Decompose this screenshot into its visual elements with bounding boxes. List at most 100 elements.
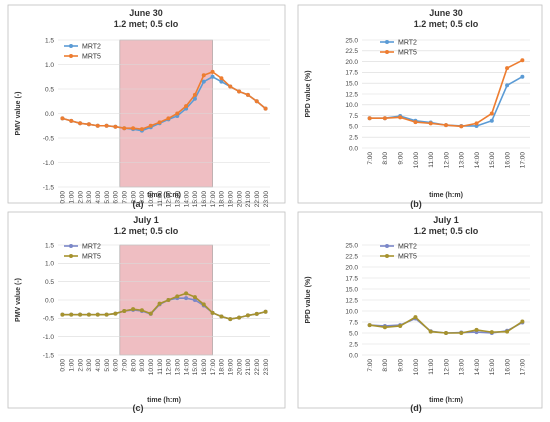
data-point-mrt5 (184, 104, 189, 109)
data-point-mrt5 (237, 89, 242, 94)
x-tick-label: 13:00 (459, 152, 466, 169)
x-tick-label: 9:00 (397, 359, 404, 372)
y-axis-title: PMV value (-) (15, 278, 22, 322)
x-tick-label: 4:00 (95, 191, 102, 204)
x-tick-label: 17:00 (520, 359, 527, 376)
data-point-mrt2 (219, 79, 224, 84)
data-point-mrt5 (166, 116, 171, 121)
data-point-mrt5 (122, 309, 127, 313)
chart-subtitle: 1.2 met; 0.5 clo (414, 19, 479, 29)
y-tick-label: -1.0 (43, 160, 55, 167)
data-point-mrt5 (157, 301, 162, 306)
x-tick-label: 1:00 (69, 191, 76, 204)
data-point-mrt2 (192, 96, 197, 101)
x-tick-label: 15:00 (489, 359, 496, 376)
y-tick-label: -0.5 (43, 316, 55, 323)
x-tick-label: 8:00 (382, 359, 389, 372)
x-tick-label: 23:00 (263, 191, 270, 208)
data-point-mrt5 (428, 121, 433, 126)
x-axis-title: time (h:m) (429, 192, 463, 199)
data-point-mrt5 (78, 121, 83, 126)
y-tick-label: 22.5 (345, 253, 358, 260)
data-point-mrt5 (367, 116, 372, 121)
y-tick-label: -1.0 (43, 334, 55, 341)
y-tick-label: 1.0 (45, 62, 54, 69)
data-point-mrt5 (86, 122, 91, 127)
data-point-mrt5 (413, 315, 418, 320)
x-tick-label: 0:00 (60, 359, 67, 372)
data-point-mrt5 (104, 312, 109, 317)
data-point-mrt5 (245, 313, 250, 318)
chart-title: July 1 (433, 215, 459, 225)
x-tick-label: 22:00 (254, 359, 261, 376)
y-tick-label: 25.0 (345, 37, 358, 44)
x-tick-label: 5:00 (104, 191, 111, 204)
data-point-mrt5 (413, 120, 418, 125)
panel-frame (297, 4, 543, 204)
data-point-mrt5 (489, 111, 494, 116)
data-point-mrt5 (398, 115, 403, 120)
x-tick-label: 12:00 (166, 359, 173, 376)
data-point-mrt5 (474, 327, 479, 332)
data-point-mrt5 (505, 329, 510, 334)
chart-subtitle: 1.2 met; 0.5 clo (114, 19, 179, 29)
x-tick-label: 10:00 (413, 152, 420, 169)
legend-marker (69, 44, 73, 48)
x-tick-label: 14:00 (474, 359, 481, 376)
x-tick-label: 11:00 (157, 359, 164, 375)
panel-caption-c: (c) (133, 403, 144, 413)
x-tick-label: 8:00 (130, 359, 137, 372)
x-tick-label: 15:00 (192, 191, 199, 208)
y-tick-label: 22.5 (345, 48, 358, 55)
chart-panel-c: July 11.2 met; 0.5 clo 1.5 1.0 0.5 0.0 -0.5 -1… (7, 211, 286, 409)
data-point-mrt5 (60, 116, 65, 121)
y-tick-label: 0.0 (349, 352, 358, 359)
data-point-mrt5 (444, 331, 448, 335)
x-tick-label: 7:00 (122, 191, 129, 204)
data-point-mrt5 (382, 116, 387, 121)
data-point-mrt5 (263, 106, 268, 111)
data-point-mrt5 (131, 126, 136, 131)
y-tick-label: 12.5 (345, 297, 358, 304)
x-tick-label: 6:00 (113, 359, 120, 372)
x-tick-label: 7:00 (122, 359, 129, 372)
data-point-mrt5 (148, 123, 153, 128)
data-point-mrt5 (166, 298, 171, 302)
data-point-mrt5 (131, 307, 136, 312)
y-tick-label: 12.5 (345, 91, 358, 98)
data-point-mrt5 (459, 124, 464, 129)
data-point-mrt5 (95, 123, 100, 128)
y-tick-label: -1.5 (43, 352, 55, 359)
y-tick-label: 10.0 (345, 102, 358, 109)
y-tick-label: 7.5 (349, 319, 358, 326)
y-tick-label: 2.5 (349, 135, 358, 142)
y-tick-label: 10.0 (345, 308, 358, 315)
x-tick-label: 7:00 (367, 359, 374, 372)
x-tick-label: 12:00 (443, 152, 450, 169)
x-tick-label: 17:00 (520, 152, 527, 169)
data-point-mrt5 (210, 310, 215, 315)
x-tick-label: 8:00 (382, 152, 389, 165)
y-axis-title: PPD value (%) (305, 70, 312, 117)
data-point-mrt5 (95, 312, 100, 317)
x-tick-label: 23:00 (263, 359, 270, 376)
chart-panel-a: June 301.2 met; 0.5 clo 1.5 1.0 0.5 0.0 -0.5 -… (7, 4, 286, 208)
legend-marker (69, 254, 73, 258)
data-point-mrt5 (444, 123, 448, 128)
data-point-mrt5 (367, 323, 372, 328)
chart-panel-d: July 11.2 met; 0.5 clo 25.0 22.5 20.0 17.5 15… (297, 211, 543, 409)
legend-label: MRT5 (82, 254, 101, 261)
data-point-mrt2 (201, 79, 206, 84)
x-tick-label: 10:00 (148, 359, 155, 376)
data-point-mrt5 (113, 311, 118, 316)
x-tick-label: 16:00 (201, 359, 208, 376)
legend-label: MRT2 (398, 244, 417, 251)
data-point-mrt5 (175, 111, 180, 116)
panel-caption-d: (d) (410, 403, 422, 413)
x-tick-label: 9:00 (139, 191, 146, 204)
x-tick-label: 10:00 (413, 359, 420, 376)
data-point-mrt5 (60, 312, 65, 317)
x-tick-label: 13:00 (459, 359, 466, 376)
legend-marker (385, 244, 389, 248)
y-tick-label: 1.0 (45, 261, 54, 268)
